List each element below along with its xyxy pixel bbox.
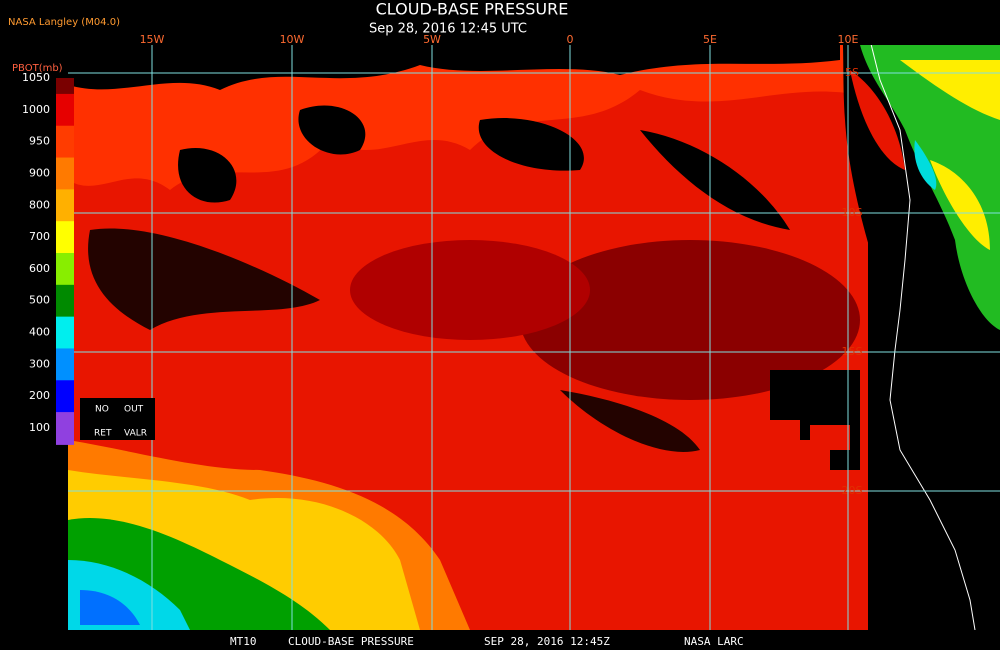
clear-sky — [88, 228, 701, 452]
longitude-label: 5E — [703, 33, 717, 46]
high-cloud — [80, 590, 140, 625]
footer-text: NASA LARC — [684, 635, 744, 648]
footer-text: MT10 — [230, 635, 257, 648]
legend-label: 400 — [29, 326, 50, 339]
longitude-label: 10E — [838, 33, 859, 46]
coastal-cloud — [810, 425, 850, 450]
coastline — [839, 4, 976, 631]
footer-band — [0, 630, 1000, 650]
legend-label: 1050 — [22, 71, 50, 84]
legend-label: 500 — [29, 294, 50, 307]
longitude-label: 5W — [423, 33, 441, 46]
legend-swatch — [56, 380, 74, 414]
latitude-label: 20S — [842, 484, 863, 497]
title: CLOUD-BASE PRESSURE — [376, 0, 569, 19]
low-cloud-base — [350, 240, 590, 340]
legend-swatch — [56, 125, 74, 159]
longitude-label: 15W — [140, 33, 165, 46]
footer-text: CLOUD-BASE PRESSURE — [288, 635, 414, 648]
legend-label: 200 — [29, 389, 50, 402]
land-cloud — [860, 45, 1000, 330]
longitude-label: 10W — [280, 33, 305, 46]
legend-unit: PBOT(mb) — [12, 63, 63, 74]
legend-label: 700 — [29, 230, 50, 243]
footer-text: SEP 28, 2016 12:45Z — [484, 635, 610, 648]
legend-swatch — [56, 253, 74, 286]
legend-label: 950 — [29, 135, 50, 148]
legend-swatch — [56, 93, 74, 127]
header-band — [0, 0, 1000, 45]
legend-label: 100 — [29, 421, 50, 434]
no-data-label: OUT — [124, 405, 144, 415]
coastal-cloud — [850, 70, 905, 170]
legend-swatch — [56, 78, 74, 95]
legend-swatch — [56, 316, 74, 350]
legend-swatch — [56, 284, 74, 318]
land-cloud — [914, 140, 937, 190]
latitude-label: 10S — [842, 206, 863, 219]
source: NASA Langley (M04.0) — [8, 17, 120, 28]
graticule — [68, 45, 1000, 630]
legend-label: 900 — [29, 166, 50, 179]
imagery — [68, 0, 1000, 650]
clear-sky — [178, 105, 791, 230]
footer: MT10 CLOUD-BASE PRESSURE SEP 28, 2016 12:4… — [230, 635, 744, 648]
legend-label: 800 — [29, 198, 50, 211]
longitude-label: 0 — [567, 33, 574, 46]
legend-swatch — [56, 189, 74, 223]
no-data-label: VALR — [124, 429, 147, 439]
no-data-label: RET — [94, 429, 112, 439]
cloud-band — [68, 45, 860, 190]
legend-label: 1000 — [22, 103, 50, 116]
legend-swatch — [56, 157, 74, 191]
legend-swatch — [56, 221, 74, 254]
land-cloud — [900, 60, 1000, 250]
legend-swatch — [56, 348, 74, 382]
clear-sky — [68, 45, 840, 90]
color-legend: 1050 1000 950 900 800 700 600 500 400 300 200 100 — [22, 71, 74, 445]
legend-label: 300 — [29, 357, 50, 370]
low-cloud-base — [520, 240, 860, 400]
no-data-label: NO — [95, 405, 109, 415]
latitude-label: 15S — [842, 345, 863, 358]
legend-label: 600 — [29, 262, 50, 275]
legend-swatch — [56, 412, 74, 445]
latitude-label: 5S — [845, 66, 859, 79]
subtitle: Sep 28, 2016 12:45 UTC — [369, 22, 527, 37]
no-data-box — [80, 398, 155, 440]
